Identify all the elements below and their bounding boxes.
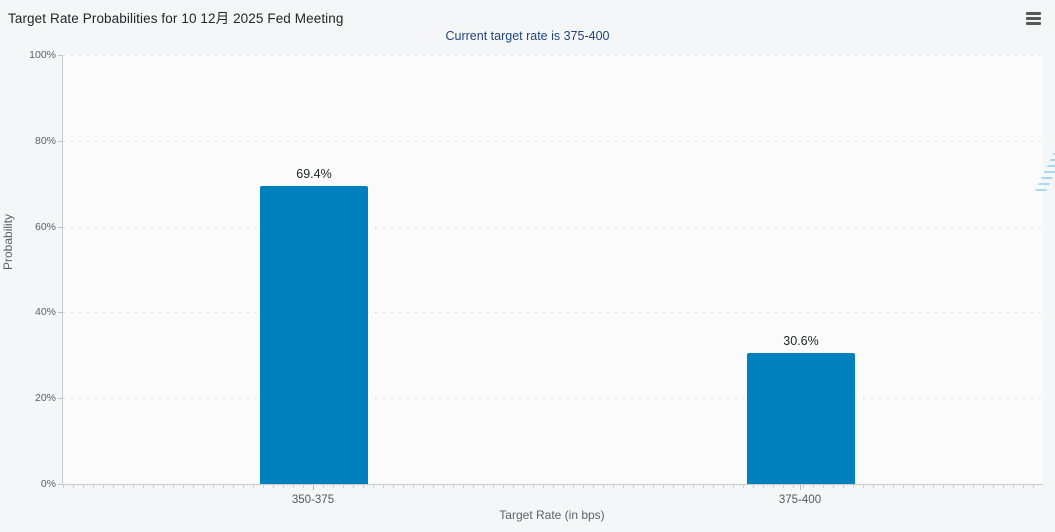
y-tick-label: 80% — [34, 134, 56, 147]
y-tick-mark — [58, 226, 62, 228]
bar-value-label: 30.6% — [783, 333, 819, 348]
x-category-tick — [313, 485, 314, 490]
watermark-stripes-icon — [1035, 117, 1055, 191]
y-tick-label: 60% — [34, 220, 56, 233]
bar-350-375[interactable] — [260, 186, 368, 484]
menu-bar — [1025, 11, 1041, 15]
y-tick-mark — [58, 55, 62, 56]
menu-bar — [1025, 16, 1041, 20]
x-category-tick — [800, 485, 801, 490]
gridline-40 — [63, 312, 1043, 314]
gridline-100 — [63, 55, 1043, 56]
y-tick-mark — [58, 312, 62, 314]
gridline-80 — [63, 140, 1043, 142]
plot-area: Q 69.4% 30.6% — [62, 55, 1055, 488]
bar-value-label: 69.4% — [296, 167, 332, 182]
y-tick-label: 0% — [40, 478, 56, 490]
y-tick-label: 40% — [34, 306, 56, 319]
x-category-label: 375-400 — [778, 494, 822, 506]
y-tick-label: 20% — [34, 392, 56, 405]
y-tick-mark — [58, 484, 62, 485]
y-tick-mark — [58, 140, 62, 142]
bar-375-400[interactable] — [747, 352, 855, 484]
x-axis-title: Target Rate (in bps) — [499, 508, 605, 522]
x-category-label: 350-375 — [291, 494, 335, 506]
gridline-60 — [63, 226, 1043, 228]
y-tick-mark — [58, 398, 62, 400]
x-axis-minor-ticks — [63, 484, 1043, 488]
hamburger-menu-icon[interactable] — [1022, 8, 1044, 28]
quikstrike-watermark: Q — [993, 113, 1055, 193]
gridline-20 — [63, 398, 1043, 400]
chart-subtitle: Current target rate is 375-400 — [445, 29, 610, 43]
chart-title: Target Rate Probabilities for 10 12月 202… — [8, 11, 344, 26]
y-tick-label: 100% — [29, 49, 56, 61]
menu-bar — [1025, 21, 1041, 25]
